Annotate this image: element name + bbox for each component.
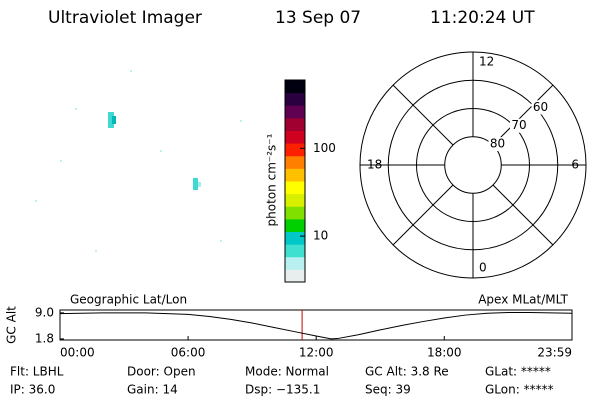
x-tick-label: 23:59 — [537, 346, 572, 360]
ring-label-bg — [531, 100, 550, 115]
colorbar-segment — [285, 256, 305, 270]
date: 13 Sep 07 — [275, 8, 361, 28]
colorbar-segment — [285, 105, 305, 119]
ring-label: 60 — [533, 100, 548, 114]
image-speckles — [35, 70, 242, 252]
colorbar-segment — [285, 181, 305, 195]
y-tick-label: 9.0 — [35, 305, 54, 319]
colorbar-segment — [285, 193, 305, 207]
mlt-label: 0 — [479, 261, 487, 275]
x-tick-label: 00:00 — [60, 346, 95, 360]
colorbar-segment — [285, 269, 305, 283]
mlt-label: 6 — [571, 158, 579, 172]
y-label: GC Alt — [5, 306, 19, 344]
status-field: IP: 36.0 — [10, 383, 55, 397]
status-field: GLon: ***** — [485, 383, 554, 397]
time: 11:20:24 UT — [430, 8, 535, 28]
polar-spoke — [492, 84, 554, 146]
status-field: Door: Open — [127, 365, 196, 379]
colorbar-segment — [285, 130, 305, 144]
mlt-label: 18 — [367, 158, 382, 172]
ring-label-bg — [510, 118, 529, 133]
x-tick-label: 12:00 — [299, 346, 334, 360]
polar-spoke — [392, 84, 454, 146]
colorbar-segment — [285, 117, 305, 131]
altitude-line — [59, 312, 573, 340]
colorbar-segment — [285, 218, 305, 232]
polar-ring — [444, 136, 502, 194]
ring-label: 80 — [490, 137, 505, 151]
x-tick-label: 06:00 — [171, 346, 206, 360]
status-field: Mode: Normal — [245, 365, 329, 379]
y-tick-label: 1.8 — [35, 331, 54, 345]
colorbar-segment — [285, 244, 305, 258]
status-field: Flt: LBHL — [10, 365, 64, 379]
status-field: GC Alt: 3.8 Re — [365, 365, 449, 379]
polar-spoke — [492, 184, 554, 246]
mlt-label: 12 — [479, 55, 494, 69]
colorbar-label: photon cm⁻²s⁻¹ — [265, 133, 279, 226]
colorbar-segment — [285, 80, 305, 94]
colorbar-segment — [285, 92, 305, 106]
colorbar-tick-label: 10 — [313, 229, 328, 243]
x-tick-label: 18:00 — [427, 346, 462, 360]
status-field: Dsp: −135.1 — [245, 383, 320, 397]
colorbar-segment — [285, 143, 305, 157]
ring-label-bg — [488, 137, 507, 152]
status-field: Gain: 14 — [127, 383, 178, 397]
polar-spoke — [392, 184, 454, 246]
colorbar-frame — [284, 79, 306, 283]
annotation: Geographic Lat/Lon — [70, 293, 187, 307]
annotation: Apex MLat/MLT — [478, 293, 568, 307]
polar-ring — [387, 79, 559, 251]
status-field: GLat: ***** — [485, 365, 551, 379]
status-field: Seq: 39 — [365, 383, 411, 397]
title: Ultraviolet Imager — [48, 8, 202, 28]
colorbar-segment — [285, 206, 305, 220]
polar-ring — [416, 108, 530, 222]
ring-label: 70 — [511, 118, 526, 132]
colorbar-segment — [285, 155, 305, 169]
colorbar-segment — [285, 231, 305, 245]
colorbar-tick-label: 100 — [313, 141, 336, 155]
colorbar-segment — [285, 168, 305, 182]
